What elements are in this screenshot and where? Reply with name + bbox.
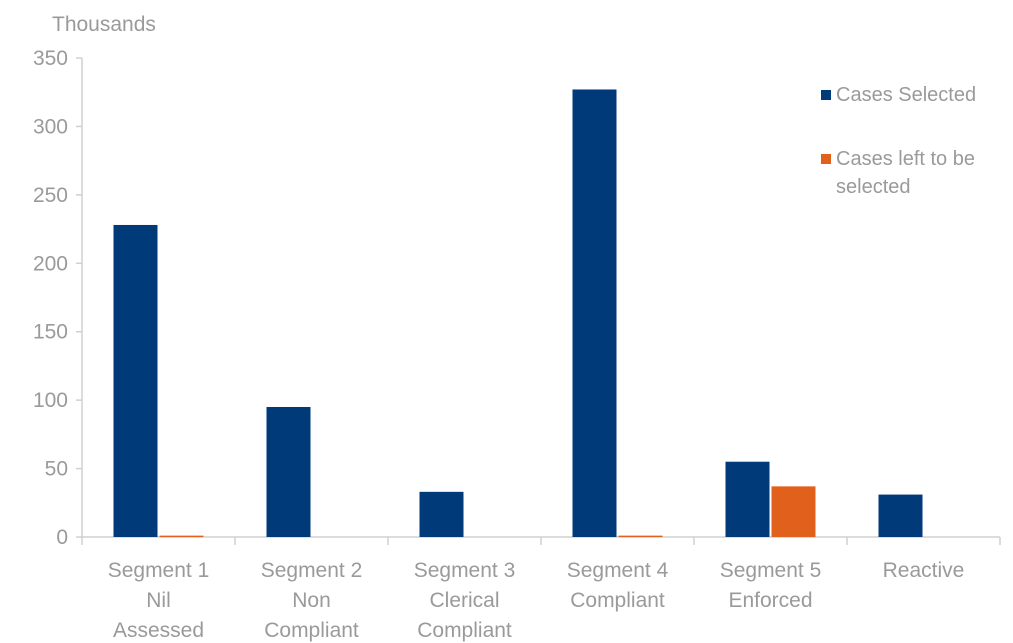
legend-label: Cases Selected	[836, 84, 976, 106]
y-axis-ticks: 0 50 100 150 200 250 300 350	[33, 47, 82, 549]
bars	[113, 89, 923, 538]
y-tick-label: 0	[56, 526, 68, 549]
legend-label: Cases left to be	[836, 148, 975, 170]
x-category-label: Assessed	[113, 619, 204, 642]
bar-cases-selected-6	[878, 494, 923, 537]
x-axis-labels: Segment 1 Nil Assessed Segment 2 Non Complian…	[108, 559, 965, 642]
legend-swatch	[821, 154, 831, 164]
bar-cases-left-1	[159, 535, 204, 537]
x-axis-ticks	[81, 537, 1001, 545]
x-category-label: Compliant	[417, 619, 512, 642]
x-category-label: Segment 5	[720, 559, 822, 582]
x-category-label: Compliant	[264, 619, 359, 642]
y-tick-label: 250	[33, 184, 68, 207]
bar-cases-left-4	[618, 535, 663, 537]
bar-cases-selected-2	[266, 406, 311, 537]
x-category-label: Nil	[146, 589, 171, 612]
legend-label: selected	[836, 176, 911, 198]
bar-cases-selected-3	[419, 491, 464, 537]
y-axis-unit-label: Thousands	[52, 13, 156, 36]
bar-cases-selected-1	[113, 224, 158, 538]
x-category-label: Clerical	[429, 589, 499, 612]
y-tick-label: 300	[33, 115, 68, 138]
x-category-label: Compliant	[570, 589, 665, 612]
x-category-label: Reactive	[883, 559, 965, 582]
x-category-label: Non	[292, 589, 331, 612]
legend-swatch	[821, 90, 831, 100]
y-tick-label: 200	[33, 252, 68, 275]
x-category-label: Segment 1	[108, 559, 210, 582]
x-category-label: Segment 4	[567, 559, 669, 582]
x-category-label: Segment 2	[261, 559, 363, 582]
bar-cases-selected-5	[725, 461, 770, 537]
y-tick-label: 150	[33, 321, 68, 344]
bar-cases-selected-4	[572, 89, 617, 537]
y-tick-label: 50	[45, 458, 68, 481]
legend: Cases Selected Cases left to be selected	[821, 84, 976, 198]
x-category-label: Segment 3	[414, 559, 516, 582]
y-tick-label: 350	[33, 47, 68, 70]
y-tick-label: 100	[33, 389, 68, 412]
bar-cases-left-5	[771, 486, 816, 537]
x-category-label: Enforced	[728, 589, 812, 612]
